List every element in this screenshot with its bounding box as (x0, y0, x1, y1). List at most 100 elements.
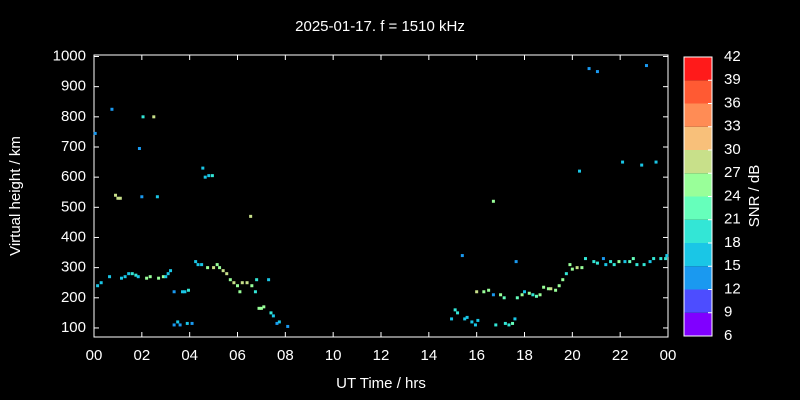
point (648, 260, 652, 264)
point (453, 308, 457, 312)
point (250, 284, 254, 288)
y-tick-label: 900 (61, 78, 86, 95)
point (166, 272, 170, 276)
point (140, 195, 144, 199)
point (176, 320, 180, 324)
colorbar-tick-label: 42 (724, 48, 741, 65)
point (200, 263, 204, 267)
point (549, 287, 553, 291)
point (503, 321, 507, 325)
colorbar-swatch (684, 312, 712, 336)
point (456, 311, 460, 315)
point (120, 276, 124, 280)
x-tick-label: 14 (420, 347, 437, 364)
point (110, 107, 114, 111)
point (621, 160, 625, 164)
x-tick-label: 00 (86, 347, 103, 364)
x-tick-label: 18 (516, 347, 533, 364)
point (513, 317, 517, 321)
colorbar-swatch (684, 126, 712, 150)
point (240, 281, 244, 285)
point (578, 169, 582, 173)
colorbar-tick-label: 24 (724, 187, 741, 204)
point (514, 260, 518, 264)
point (161, 275, 165, 279)
y-tick-label: 100 (61, 319, 86, 336)
point (249, 214, 253, 218)
point (228, 278, 232, 282)
point (194, 260, 198, 264)
colorbar-tick-label: 30 (724, 141, 741, 158)
colorbar-swatch (684, 57, 712, 81)
point (502, 296, 506, 300)
colorbar-swatch (684, 196, 712, 220)
colorbar-swatch (684, 289, 712, 313)
point (554, 288, 558, 292)
point (116, 196, 120, 200)
point (172, 290, 176, 294)
point (210, 174, 214, 178)
point (253, 290, 257, 294)
colorbar-swatch (684, 173, 712, 197)
colorbar-swatch (684, 150, 712, 174)
point (628, 260, 632, 264)
point (580, 266, 584, 270)
point (494, 323, 498, 327)
point (587, 67, 591, 71)
point (118, 196, 122, 200)
point (463, 317, 467, 321)
point (201, 166, 205, 170)
point (460, 254, 464, 258)
point (259, 306, 263, 310)
point (470, 320, 474, 324)
colorbar-tick-label: 9 (724, 304, 732, 321)
point (623, 260, 627, 264)
point (654, 160, 658, 164)
y-tick-label: 700 (61, 138, 86, 155)
point (491, 199, 495, 203)
point (570, 267, 574, 271)
point (612, 263, 616, 267)
colorbar-tick-label: 18 (724, 234, 741, 251)
point (180, 290, 184, 294)
point (465, 315, 469, 319)
colorbar-tick-label: 33 (724, 118, 741, 135)
point (568, 263, 572, 267)
point (538, 293, 542, 297)
point (575, 266, 579, 270)
point (206, 266, 210, 270)
point (523, 290, 526, 294)
point (185, 321, 189, 325)
colorbar-swatch (684, 243, 712, 267)
point (499, 293, 503, 297)
colorbar-swatch (684, 266, 712, 290)
colorbar-tick-label: 39 (724, 71, 741, 88)
point (212, 266, 216, 270)
point (652, 257, 656, 261)
x-tick-label: 16 (468, 347, 485, 364)
point (267, 278, 271, 282)
x-tick-label: 06 (229, 347, 246, 364)
point (238, 290, 242, 294)
point (583, 257, 587, 261)
point (277, 320, 281, 324)
point (511, 321, 515, 325)
point (155, 195, 159, 199)
y-tick-label: 800 (61, 108, 86, 125)
point (190, 321, 194, 325)
colorbar-tick-label: 15 (724, 257, 741, 274)
point (127, 272, 131, 276)
point (130, 272, 134, 276)
point (245, 281, 249, 285)
point (262, 305, 266, 309)
colorbar-swatch (684, 219, 712, 243)
point (534, 294, 538, 298)
x-tick-label: 10 (325, 347, 342, 364)
point (123, 275, 127, 279)
point (592, 260, 596, 264)
point (255, 278, 259, 282)
y-tick-label: 600 (61, 168, 86, 185)
point (487, 288, 491, 292)
point (561, 278, 565, 282)
